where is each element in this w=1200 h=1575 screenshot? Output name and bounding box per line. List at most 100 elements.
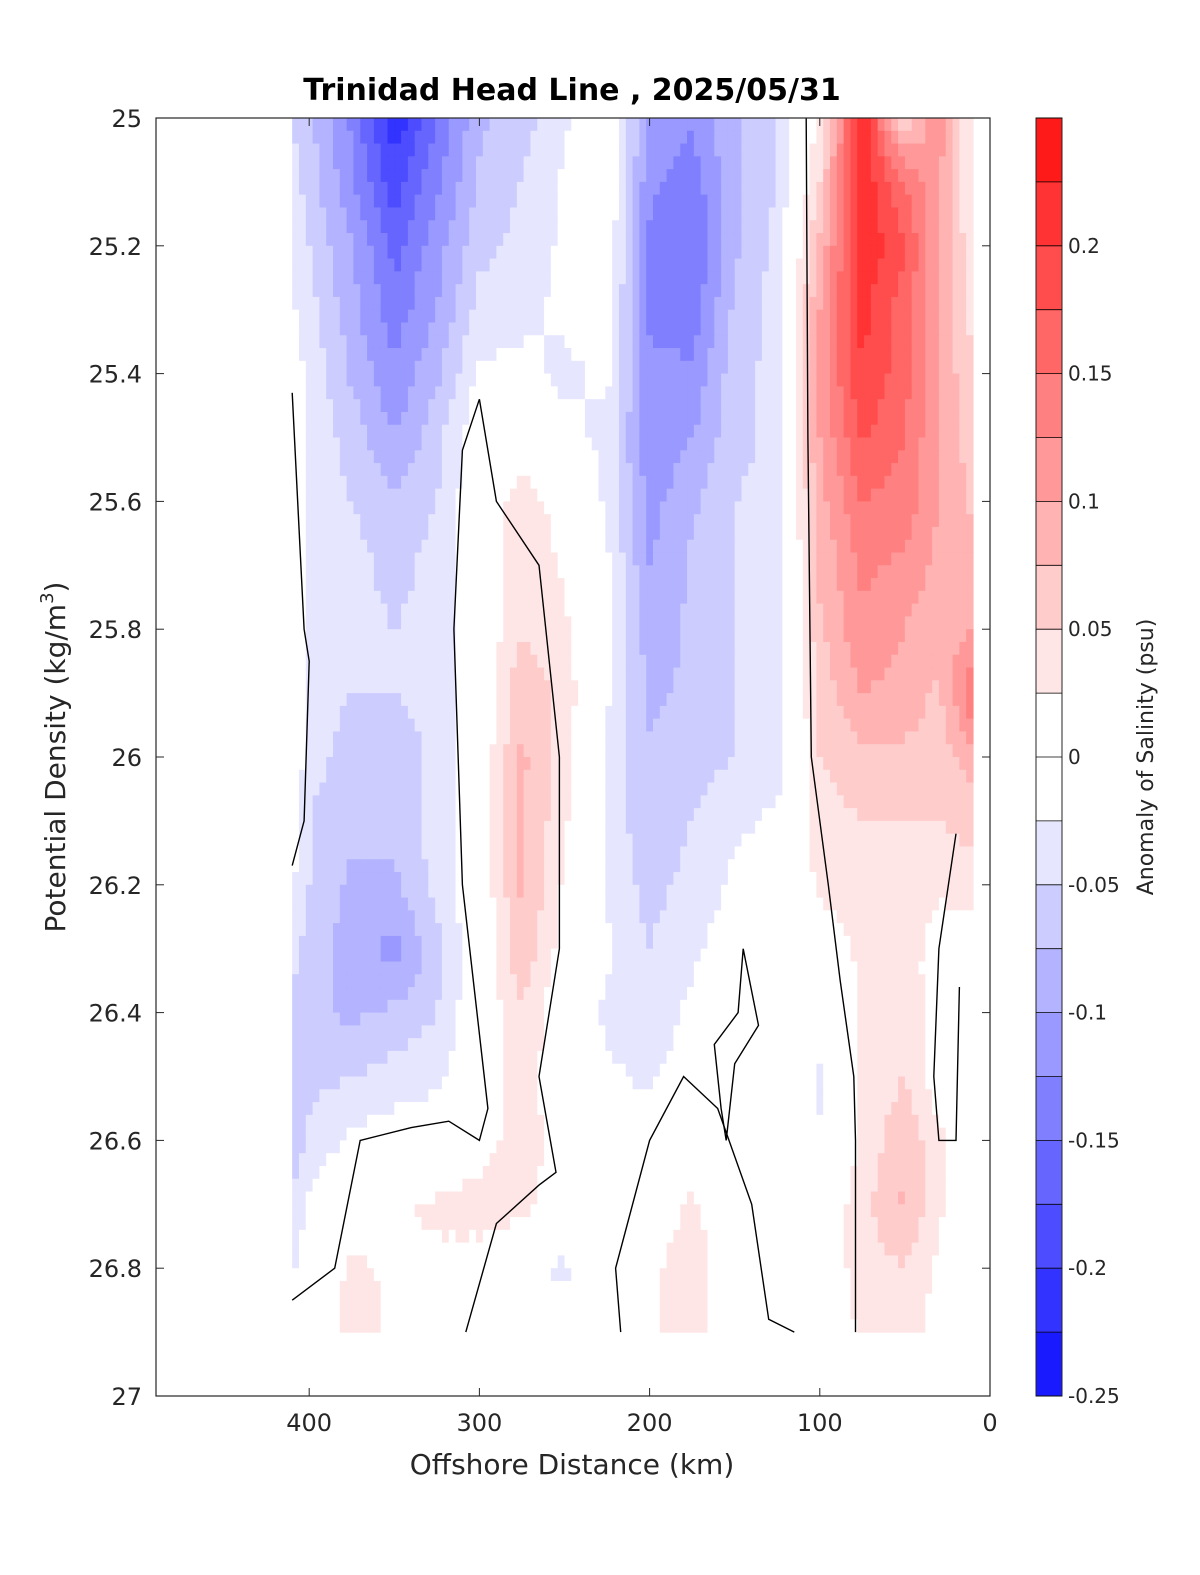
heatmap-cell: [401, 641, 409, 656]
heatmap-cell: [714, 322, 722, 336]
heatmap-cell: [380, 488, 389, 502]
heatmap-cell: [360, 578, 368, 592]
heatmap-cell: [653, 424, 661, 439]
heatmap-cell: [605, 181, 613, 196]
heatmap-cell: [632, 258, 640, 272]
heatmap-cell: [387, 373, 395, 387]
heatmap-cell: [666, 245, 675, 260]
heatmap-cell: [591, 156, 600, 170]
heatmap-cell: [469, 143, 477, 157]
heatmap-cell: [673, 744, 681, 758]
heatmap-cell: [632, 118, 640, 132]
heatmap-cell: [659, 181, 668, 196]
heatmap-cell: [584, 731, 593, 745]
heatmap-cell: [435, 399, 443, 413]
heatmap-cell: [298, 386, 307, 400]
heatmap-cell: [333, 475, 341, 490]
heatmap-cell: [605, 667, 613, 681]
heatmap-cell: [360, 309, 368, 324]
heatmap-cell: [857, 271, 865, 285]
heatmap-cell: [326, 118, 334, 132]
heatmap-cell: [823, 424, 831, 439]
heatmap-cell: [605, 296, 613, 311]
heatmap-cell: [864, 654, 872, 669]
heatmap-cell: [333, 296, 341, 311]
heatmap-cell: [666, 603, 675, 618]
heatmap-cell: [537, 744, 545, 758]
heatmap-cell: [898, 641, 906, 656]
heatmap-cell: [516, 143, 525, 157]
heatmap-cell: [353, 399, 361, 413]
heatmap-cell: [714, 514, 722, 528]
heatmap-cell: [843, 629, 852, 643]
heatmap-cell: [510, 590, 518, 605]
heatmap-cell: [823, 373, 831, 387]
heatmap-cell: [857, 501, 865, 515]
heatmap-cell: [326, 680, 334, 694]
heatmap-cell: [414, 335, 423, 349]
heatmap-cell: [598, 667, 606, 681]
heatmap-cell: [816, 181, 824, 196]
heatmap-cell: [339, 488, 348, 502]
heatmap-cell: [407, 654, 416, 669]
heatmap-cell: [904, 118, 913, 132]
heatmap-cell: [591, 693, 600, 707]
heatmap-cell: [687, 705, 695, 720]
heatmap-cell: [612, 130, 620, 145]
heatmap-cell: [734, 233, 743, 247]
heatmap-cell: [360, 220, 368, 234]
heatmap-cell: [625, 360, 634, 375]
heatmap-cell: [877, 667, 886, 681]
heatmap-cell: [326, 744, 334, 758]
heatmap-cell: [380, 667, 389, 681]
heatmap-cell: [836, 718, 845, 733]
heatmap-cell: [428, 590, 436, 605]
heatmap-cell: [482, 744, 491, 758]
heatmap-cell: [544, 143, 552, 157]
heatmap-cell: [775, 539, 783, 554]
heatmap-cell: [469, 654, 477, 669]
heatmap-cell: [496, 411, 504, 426]
heatmap-cell: [870, 258, 879, 272]
heatmap-cell: [441, 424, 450, 439]
heatmap-cell: [475, 526, 484, 541]
heatmap-cell: [904, 373, 913, 387]
heatmap-cell: [489, 424, 498, 439]
heatmap-cell: [401, 526, 409, 541]
heatmap-cell: [489, 309, 498, 324]
heatmap-cell: [966, 654, 974, 669]
heatmap-cell: [666, 348, 675, 362]
heatmap-cell: [475, 565, 484, 579]
heatmap-cell: [659, 411, 668, 426]
heatmap-cell: [414, 437, 423, 451]
heatmap-cell: [727, 245, 736, 260]
heatmap-cell: [870, 271, 879, 285]
heatmap-cell: [584, 603, 593, 618]
heatmap-cell: [898, 373, 906, 387]
heatmap-cell: [925, 386, 933, 400]
heatmap-cell: [904, 156, 913, 170]
heatmap-cell: [932, 641, 940, 656]
heatmap-cell: [564, 629, 572, 643]
heatmap-cell: [298, 437, 307, 451]
heatmap-cell: [938, 578, 947, 592]
heatmap-cell: [843, 718, 852, 733]
heatmap-cell: [367, 411, 375, 426]
heatmap-cell: [312, 309, 320, 324]
heatmap-cell: [414, 552, 423, 566]
heatmap-cell: [298, 156, 307, 170]
heatmap-cell: [598, 565, 606, 579]
heatmap-cell: [653, 271, 661, 285]
heatmap-cell: [469, 616, 477, 630]
heatmap-cell: [530, 143, 538, 157]
heatmap-cell: [816, 335, 824, 349]
heatmap-cell: [952, 654, 960, 669]
heatmap-cell: [598, 322, 606, 336]
heatmap-cell: [612, 539, 620, 554]
heatmap-cell: [966, 731, 974, 745]
heatmap-cell: [380, 360, 389, 375]
heatmap-cell: [564, 475, 572, 490]
heatmap-cell: [877, 220, 886, 234]
heatmap-cell: [455, 744, 463, 758]
heatmap-cell: [298, 296, 307, 311]
